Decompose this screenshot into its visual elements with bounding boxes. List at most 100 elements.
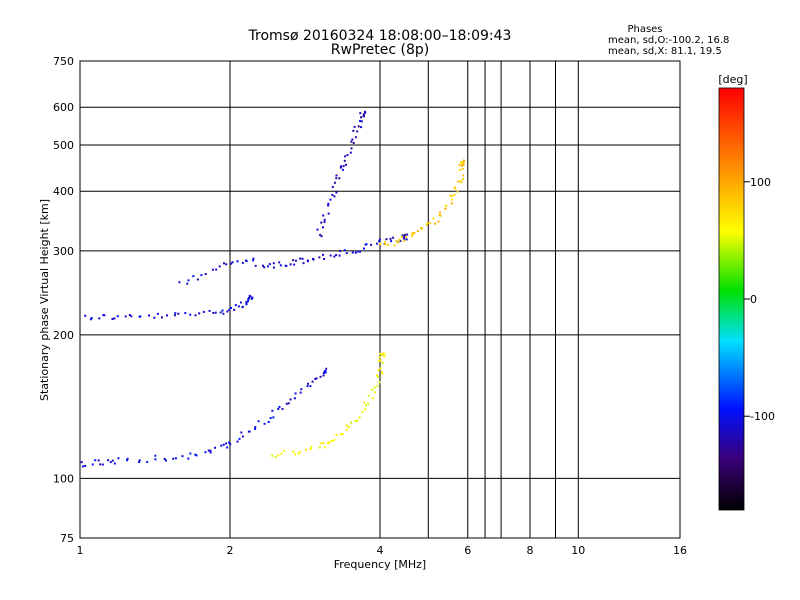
data-point bbox=[342, 165, 345, 168]
data-point bbox=[360, 126, 363, 129]
data-point bbox=[184, 312, 187, 315]
x-tick-label: 10 bbox=[571, 544, 585, 557]
data-point bbox=[267, 420, 270, 423]
data-point bbox=[148, 314, 151, 317]
data-point bbox=[335, 254, 338, 257]
data-point bbox=[356, 130, 359, 133]
data-point bbox=[98, 317, 101, 320]
data-point bbox=[383, 352, 386, 355]
colorbar-tick-label: 100 bbox=[750, 176, 771, 189]
data-point bbox=[410, 234, 413, 237]
data-point bbox=[358, 416, 361, 419]
data-point bbox=[333, 438, 336, 441]
data-point bbox=[360, 120, 363, 123]
data-point bbox=[81, 465, 84, 468]
data-point bbox=[311, 257, 314, 260]
data-point bbox=[378, 356, 381, 359]
data-point bbox=[338, 177, 341, 180]
data-point bbox=[456, 190, 459, 193]
data-point bbox=[310, 445, 313, 448]
data-point bbox=[381, 372, 384, 375]
colorbar-tick-label: 0 bbox=[750, 293, 757, 306]
data-point bbox=[237, 305, 240, 308]
data-point bbox=[367, 402, 370, 405]
data-point bbox=[130, 315, 133, 318]
data-point bbox=[381, 361, 384, 364]
data-point bbox=[345, 163, 348, 166]
data-point bbox=[383, 241, 386, 244]
data-point bbox=[228, 308, 231, 311]
data-point bbox=[374, 391, 377, 394]
data-point bbox=[359, 112, 362, 115]
data-point bbox=[138, 459, 141, 462]
data-point bbox=[439, 214, 442, 217]
data-point bbox=[327, 202, 330, 205]
data-point bbox=[300, 388, 303, 391]
data-point bbox=[196, 278, 199, 281]
data-point bbox=[458, 164, 461, 167]
data-point bbox=[316, 228, 319, 231]
data-point bbox=[219, 311, 222, 314]
data-point bbox=[212, 311, 215, 314]
data-point bbox=[320, 235, 323, 238]
data-point bbox=[378, 381, 381, 384]
data-point bbox=[221, 309, 224, 312]
data-point bbox=[429, 222, 432, 225]
data-point bbox=[350, 421, 353, 424]
data-point bbox=[445, 205, 448, 208]
data-point bbox=[101, 463, 104, 466]
data-point bbox=[272, 262, 275, 265]
data-point bbox=[358, 119, 361, 122]
y-axis-label: Stationary phase Virtual Height [km] bbox=[38, 199, 51, 401]
data-point bbox=[457, 180, 460, 183]
data-point bbox=[462, 174, 465, 177]
data-point bbox=[454, 187, 457, 190]
data-point bbox=[426, 222, 429, 225]
data-point bbox=[345, 429, 348, 432]
data-point bbox=[401, 234, 404, 237]
data-point bbox=[399, 240, 402, 243]
data-point bbox=[339, 166, 342, 169]
legend-line-o: mean, sd,O:-100.2, 16.8 bbox=[608, 35, 729, 46]
data-point bbox=[166, 314, 169, 317]
data-point bbox=[378, 240, 381, 243]
data-point bbox=[279, 264, 282, 267]
data-point bbox=[263, 266, 266, 269]
data-point bbox=[343, 159, 346, 162]
data-point bbox=[274, 456, 277, 459]
data-point bbox=[294, 392, 297, 395]
data-point bbox=[174, 312, 177, 315]
data-point bbox=[352, 141, 355, 144]
data-point bbox=[450, 202, 453, 205]
data-point bbox=[294, 453, 297, 456]
y-tick-label: 100 bbox=[53, 472, 74, 485]
data-point bbox=[163, 457, 166, 460]
data-point bbox=[299, 391, 302, 394]
data-point bbox=[165, 459, 168, 462]
data-point bbox=[335, 433, 338, 436]
data-point bbox=[324, 369, 327, 372]
data-point bbox=[319, 442, 322, 445]
data-point bbox=[239, 301, 242, 304]
data-point bbox=[395, 240, 398, 243]
data-point bbox=[128, 313, 131, 316]
x-tick-label: 6 bbox=[464, 544, 471, 557]
data-point bbox=[379, 359, 382, 362]
data-point bbox=[294, 259, 297, 262]
data-point bbox=[377, 368, 380, 371]
data-point bbox=[322, 214, 325, 217]
data-point bbox=[324, 371, 327, 374]
data-point bbox=[204, 273, 207, 276]
data-point bbox=[381, 354, 384, 357]
data-point bbox=[379, 242, 382, 245]
data-point bbox=[223, 262, 226, 265]
data-point bbox=[381, 352, 384, 355]
data-point bbox=[293, 397, 296, 400]
data-point bbox=[200, 274, 203, 277]
y-tick-label: 200 bbox=[53, 329, 74, 342]
data-point bbox=[354, 251, 357, 254]
data-point bbox=[156, 312, 159, 315]
data-point bbox=[211, 268, 214, 271]
data-point bbox=[335, 177, 338, 180]
data-point bbox=[463, 160, 466, 163]
